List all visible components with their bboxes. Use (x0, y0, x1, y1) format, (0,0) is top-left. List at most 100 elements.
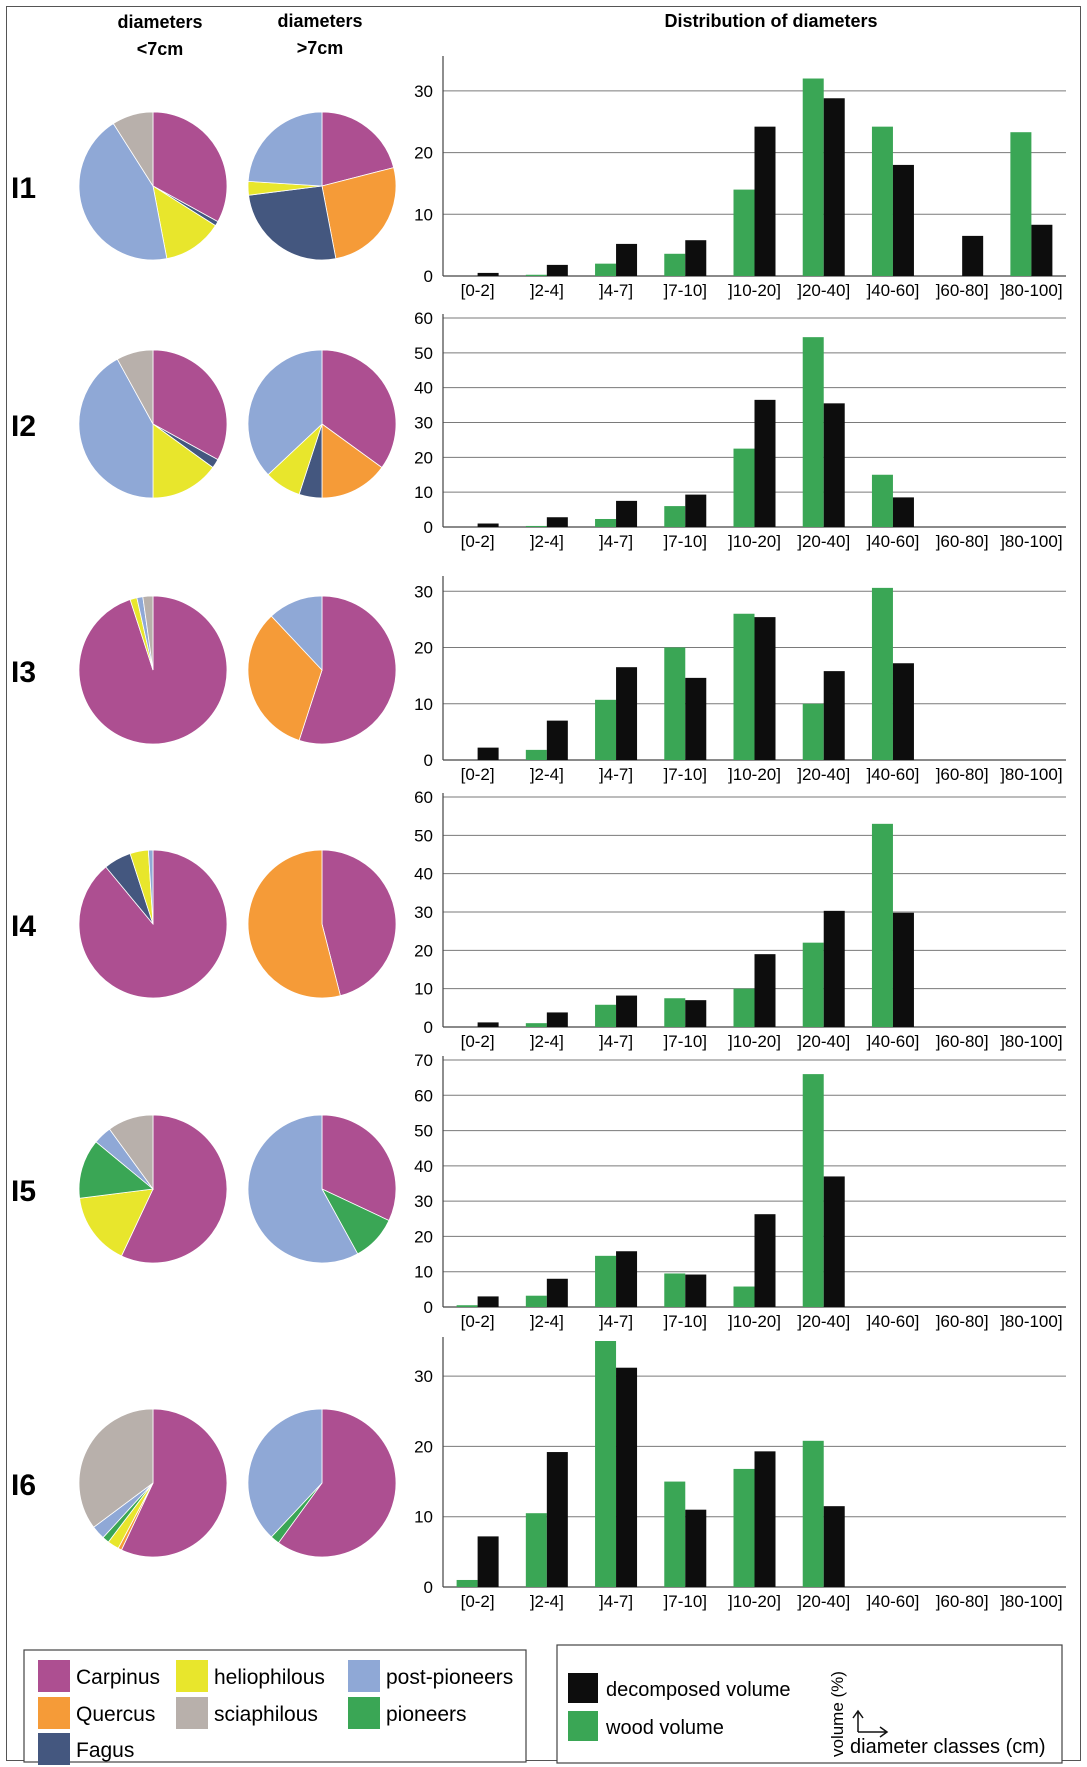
bar-decomposed-volume (1031, 224, 1053, 276)
x-tick-label: ]80-100] (1000, 281, 1062, 300)
bar-decomposed-volume (616, 1367, 638, 1587)
y-tick-label: 10 (414, 205, 433, 224)
legend-label-post-pioneers: post-pioneers (386, 1666, 513, 1689)
bar-wood-volume (871, 823, 893, 1027)
pie-slice-Quercus (321, 167, 397, 260)
pie-small-diameters (78, 595, 228, 745)
x-tick-label: ]10-20] (728, 1592, 781, 1611)
y-tick-label: 10 (414, 980, 433, 999)
x-tick-label: ]4-7] (599, 1312, 633, 1331)
x-tick-label: ]4-7] (599, 532, 633, 551)
x-tick-label: ]2-4] (530, 1592, 564, 1611)
pie-slice-Carpinus (298, 595, 397, 745)
header-col1-line2: <7cm (137, 39, 184, 59)
bar-wood-volume (525, 274, 547, 276)
pie-slice-Quercus (247, 849, 341, 999)
bar-wood-volume (802, 1074, 824, 1307)
bar-decomposed-volume (754, 954, 776, 1027)
pie-large-diameters (247, 349, 397, 499)
x-tick-label: ]20-40] (797, 1312, 850, 1331)
legend-swatch-Quercus (38, 1697, 70, 1729)
bar-wood-volume (456, 1305, 478, 1307)
x-tick-label: ]2-4] (530, 281, 564, 300)
y-tick-label: 0 (424, 518, 433, 537)
row-I1: I1 0 10 20 30 [0-2]]2-4]]4-7]]7-10]]10-20]]20… (11, 56, 1066, 300)
bar-wood-volume (595, 518, 617, 527)
x-tick-label: [0-2] (461, 1032, 495, 1051)
legend-label-decomposed: decomposed volume (606, 1679, 791, 1701)
x-tick-label: ]80-100] (1000, 1032, 1062, 1051)
bar-decomposed-volume (892, 912, 914, 1027)
bar-wood-volume (802, 337, 824, 527)
pie-large-diameters (247, 595, 397, 745)
row-label: I3 (11, 656, 36, 689)
bar-decomposed-volume (754, 126, 776, 276)
pie-slice-Fagus (248, 185, 337, 261)
y-tick-label: 20 (414, 941, 433, 960)
y-tick-label: 70 (414, 1051, 433, 1070)
x-tick-label: ]10-20] (728, 532, 781, 551)
header-distribution: Distribution of diameters (664, 11, 877, 31)
species-legend-box (23, 1649, 527, 1763)
bar-wood-volume (525, 1513, 547, 1587)
pie-slice-post-pioneers (78, 358, 154, 499)
pie-slice-heliophilous (152, 185, 217, 260)
y-tick-label: 30 (414, 1192, 433, 1211)
pie-slice-Carpinus (152, 349, 228, 461)
bar-decomposed-volume (892, 663, 914, 760)
x-tick-label: ]60-80] (936, 1312, 989, 1331)
row-I5: I5 0 10 20 30 40 50 60 70 [0-2]]2-4]]4-7]]7-10]]1… (11, 1051, 1066, 1331)
header-col1-line1: diameters (117, 12, 202, 32)
pie-large-diameters (247, 111, 397, 261)
x-tick-label: ]60-80] (936, 532, 989, 551)
bar-decomposed-volume (616, 500, 638, 527)
bar-wood-volume (733, 189, 755, 276)
x-tick-label: ]60-80] (936, 1032, 989, 1051)
bar-wood-volume (664, 647, 686, 760)
bar-decomposed-volume (616, 1251, 638, 1307)
x-tick-label: ]2-4] (530, 1312, 564, 1331)
pie-slice-sciaphilous (116, 349, 154, 425)
pie-small-diameters (78, 349, 228, 499)
bar-decomposed-volume (685, 494, 707, 527)
legend-swatch-post-pioneers (348, 1660, 380, 1692)
bar-decomposed-volume (754, 1214, 776, 1307)
bar-wood-volume (595, 263, 617, 276)
row-I6: I6 0 10 20 30 [0-2]]2-4]]4-7]]7-10]]10-20]]20… (11, 1337, 1066, 1611)
row-label: I2 (11, 410, 36, 443)
y-tick-label: 10 (414, 1263, 433, 1282)
legend-label-sciaphilous: sciaphilous (214, 1703, 318, 1726)
pie-small-diameters (78, 1408, 228, 1558)
x-tick-label: [0-2] (461, 281, 495, 300)
pie-slice-sciaphilous (78, 1408, 154, 1528)
bar-wood-volume (525, 525, 547, 527)
x-tick-label: ]7-10] (664, 1032, 707, 1051)
x-tick-label: ]7-10] (664, 532, 707, 551)
bar-decomposed-volume (546, 264, 568, 276)
pie-slice-post-pioneers (78, 122, 168, 261)
y-tick-label: 30 (414, 582, 433, 601)
pie-slice-Carpinus (120, 1114, 228, 1264)
bar-wood-volume (802, 703, 824, 760)
bar-wood-volume (802, 942, 824, 1027)
bar-decomposed-volume (685, 677, 707, 760)
y-tick-label: 30 (414, 82, 433, 101)
pie-slice-Carpinus (321, 111, 395, 187)
y-tick-label: 0 (424, 1018, 433, 1037)
pie-slice-sciaphilous (142, 595, 154, 671)
y-tick-label: 30 (414, 414, 433, 433)
bar-decomposed-volume (616, 667, 638, 760)
bar-wood-volume (802, 78, 824, 276)
x-tick-label: ]40-60] (866, 1312, 919, 1331)
x-tick-label: ]4-7] (599, 1592, 633, 1611)
bar-wood-volume (802, 1440, 824, 1587)
axis-key-y-label: volume (%) (828, 1671, 847, 1757)
bar-decomposed-volume (962, 235, 984, 276)
bar-decomposed-volume (823, 403, 845, 527)
bar-decomposed-volume (477, 1296, 499, 1307)
y-tick-label: 20 (414, 448, 433, 467)
bar-decomposed-volume (754, 399, 776, 527)
pie-large-diameters (247, 1114, 397, 1264)
x-tick-label: ]80-100] (1000, 1312, 1062, 1331)
bar-decomposed-volume (546, 1278, 568, 1307)
